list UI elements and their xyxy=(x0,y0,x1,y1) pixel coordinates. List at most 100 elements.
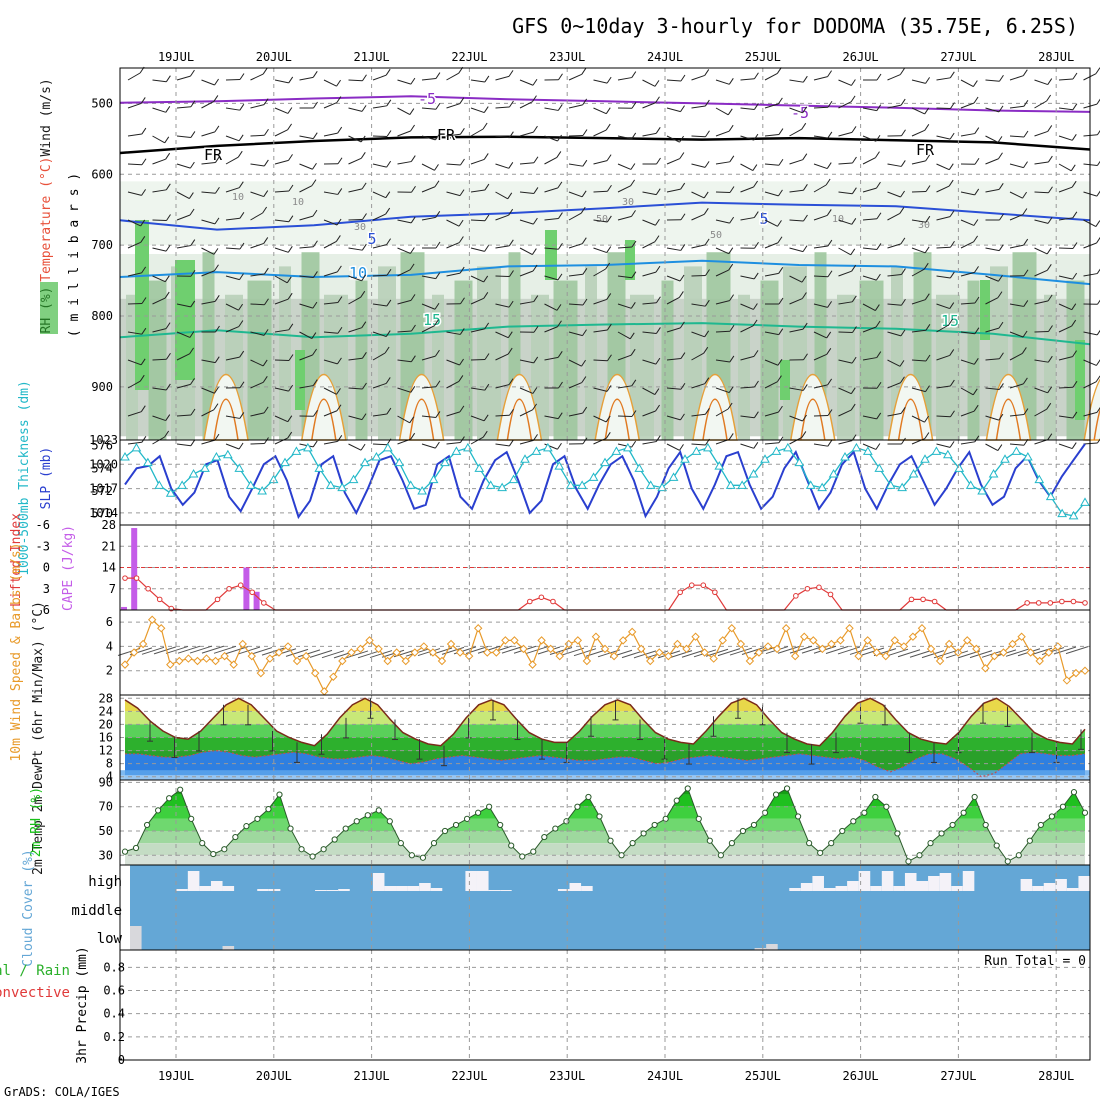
rh-point xyxy=(772,791,780,798)
thickness-point xyxy=(1068,510,1079,520)
li-point xyxy=(688,582,695,589)
wind-tick-label: 2 xyxy=(106,664,113,678)
cloud-high-bar xyxy=(396,886,408,891)
precip-tick-label: 0.6 xyxy=(103,984,125,998)
thickness-point xyxy=(337,482,348,492)
temperature-contour-label: FR xyxy=(437,126,456,144)
rh-point xyxy=(894,830,901,837)
temp-tick-label: 16 xyxy=(99,731,113,745)
day-label-top: 22JUL xyxy=(451,50,487,64)
li-point xyxy=(550,598,556,605)
rh-point xyxy=(1004,858,1011,865)
wind-speed-point xyxy=(800,632,809,641)
cloud-low-bar xyxy=(222,946,235,950)
rh-point xyxy=(265,806,272,813)
rh-point xyxy=(828,840,835,847)
thickness-point xyxy=(440,457,450,467)
thickness-point xyxy=(314,463,325,472)
rh-contour-label: 50 xyxy=(596,214,608,225)
rh-point xyxy=(419,854,427,861)
wind-speed-point xyxy=(166,660,175,669)
thickness-point xyxy=(234,463,245,472)
rh-point xyxy=(475,809,482,816)
cloud-high-bar xyxy=(326,890,339,891)
wind-speed-point xyxy=(664,651,673,661)
li-point xyxy=(1035,600,1042,606)
wind-speed-point xyxy=(981,664,990,673)
thickness-tick-label: 574 xyxy=(91,461,113,475)
isotherm-15 xyxy=(119,322,1091,346)
rh-point xyxy=(309,853,316,860)
wind-speed-point xyxy=(419,642,429,651)
cloud-cover-panel: high middle low xyxy=(71,864,1091,951)
thickness-point xyxy=(611,446,622,455)
rh-tick-label: 70 xyxy=(99,800,113,814)
cape-tick-label: 28 xyxy=(102,518,116,532)
wind-speed-point xyxy=(935,656,945,666)
temp-tick-label: 4 xyxy=(106,770,113,784)
rh-point xyxy=(927,840,934,847)
run-total: Run Total = 0 xyxy=(984,954,1086,969)
wind-speed-point xyxy=(528,660,537,669)
wind-speed-point xyxy=(492,648,501,657)
rh-point xyxy=(552,825,559,832)
thickness-point xyxy=(474,463,485,472)
rh-point xyxy=(960,809,967,816)
wind-speed-point xyxy=(890,636,900,645)
y-axis-labels: Temperature (°C)Wind (m/s)RH (%)( m i l … xyxy=(0,78,90,1063)
cloud-high-bar xyxy=(1055,879,1067,891)
pressure-unit-label: ( m i l l i b a r s ) xyxy=(67,173,82,337)
thickness-point xyxy=(531,446,542,455)
rh-point xyxy=(861,809,868,816)
rh-point xyxy=(717,852,724,859)
thickness-point xyxy=(417,485,428,495)
rh-point xyxy=(971,793,978,801)
cloud-high-bar xyxy=(465,871,477,891)
li-point xyxy=(700,582,707,589)
rh-point xyxy=(155,807,162,814)
wind-speed-point xyxy=(229,660,238,669)
cloud-high-bar xyxy=(430,888,443,891)
rh-point xyxy=(441,827,449,835)
wind-speed-point xyxy=(501,636,510,645)
rh-point xyxy=(364,812,371,819)
wind-speed-point xyxy=(238,639,247,649)
thickness-point xyxy=(451,446,462,455)
wind-speed-point xyxy=(555,651,564,661)
pressure-tick-label: 600 xyxy=(91,167,113,181)
day-labels: 19JUL 19JUL 20JUL 20JUL 21JUL 21JUL 22JUL 22JUL… xyxy=(158,50,1074,1083)
thickness-point xyxy=(211,451,222,461)
day-label-bottom: 23JUL xyxy=(549,1069,585,1083)
thickness-point xyxy=(977,485,988,495)
cloud-high-bar xyxy=(1066,888,1079,891)
rh-point xyxy=(121,848,129,855)
wind-speed-point xyxy=(682,644,691,654)
cloud-high-bar xyxy=(893,886,905,891)
thickness-point xyxy=(782,442,793,452)
rh-point xyxy=(783,785,791,792)
thickness-point xyxy=(862,446,873,455)
wind-speed-point xyxy=(972,644,981,654)
wind-speed-point xyxy=(120,660,130,669)
wind-speed-point xyxy=(754,648,764,657)
wind10m-panel: 6 4 2 xyxy=(106,609,1091,696)
wind-speed-point xyxy=(138,639,148,649)
rh-point xyxy=(519,853,526,860)
thickness-point xyxy=(954,463,965,472)
wind-speed-point xyxy=(573,636,583,645)
pressure-tick-label: 800 xyxy=(91,309,113,323)
rh-point xyxy=(177,786,184,793)
rh-point xyxy=(850,818,857,825)
wind-speed-point xyxy=(202,654,211,663)
cloud-high-bar xyxy=(1078,876,1090,891)
wind-speed-point xyxy=(184,654,193,663)
cloud-high-bar xyxy=(407,886,420,891)
pressure-tick-label: 900 xyxy=(91,380,113,394)
thickness-point xyxy=(165,488,176,497)
wind-speed-point xyxy=(256,668,266,678)
wind-speed-point xyxy=(274,648,284,657)
wind-speed-point xyxy=(655,648,664,657)
wind-speed-point xyxy=(999,648,1008,657)
wind-speed-point xyxy=(401,656,410,666)
wind-speed-point xyxy=(211,656,220,666)
